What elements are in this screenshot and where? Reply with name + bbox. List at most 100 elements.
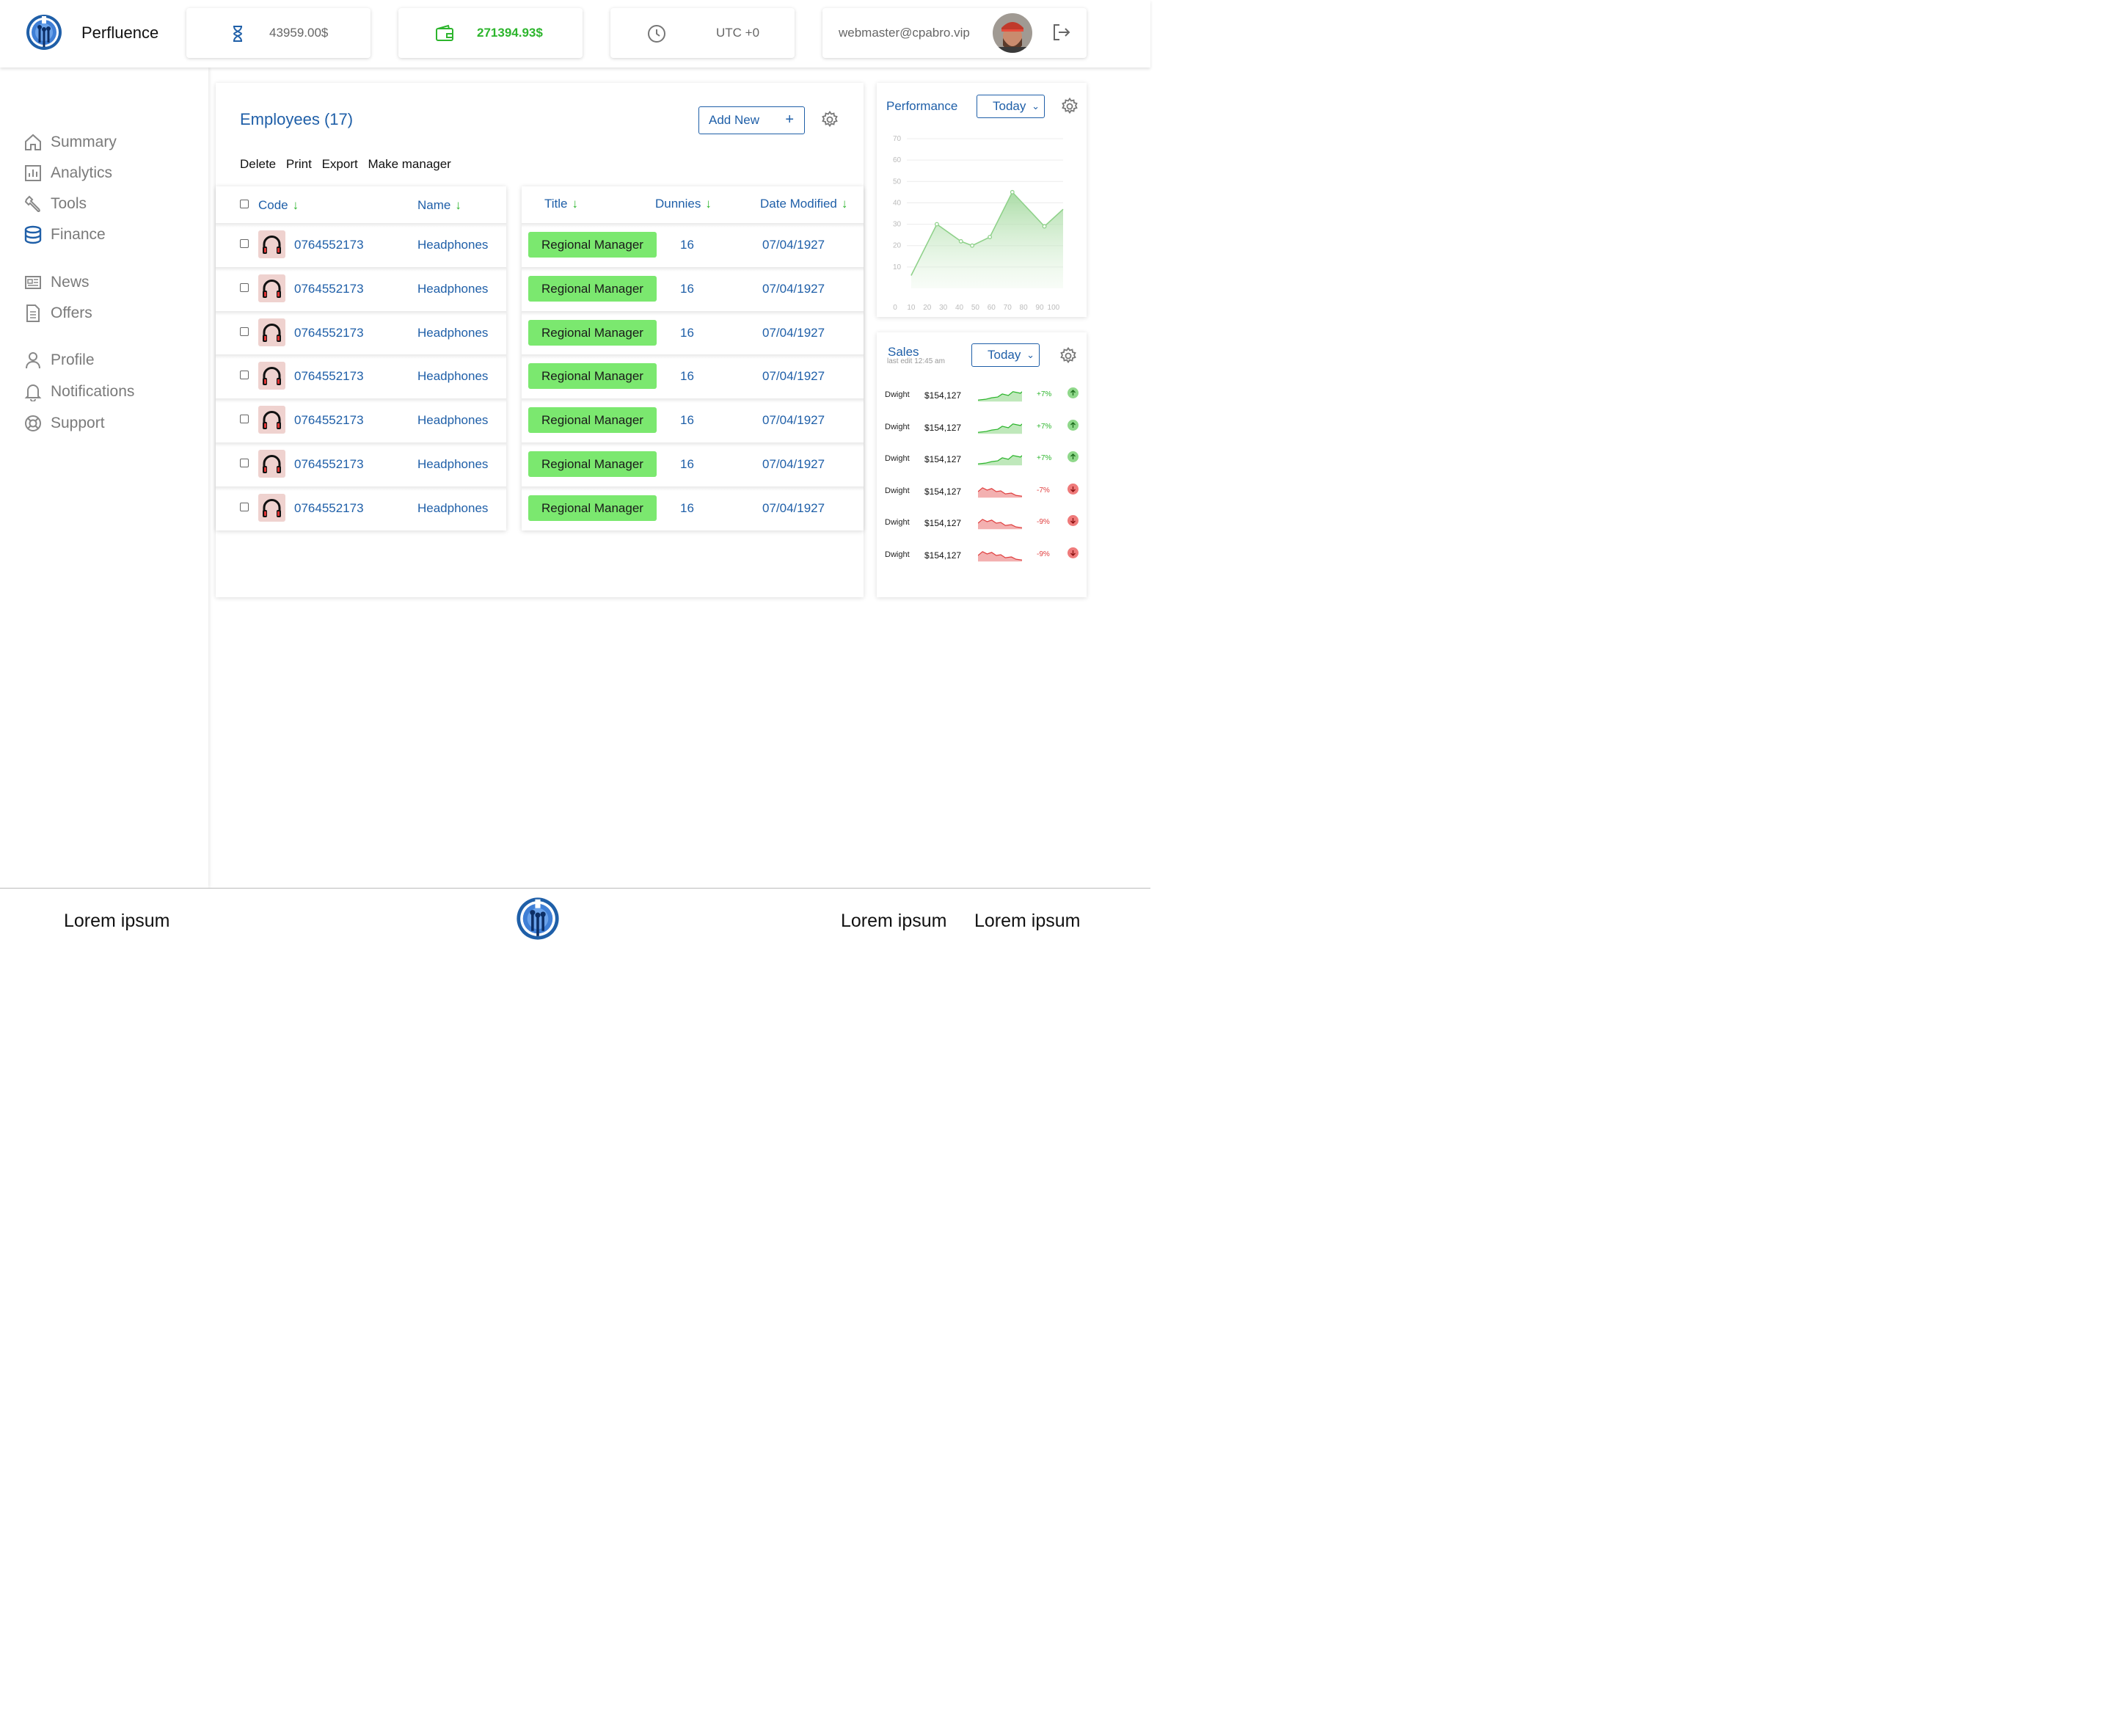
code-cell[interactable]: 0764552173 (294, 369, 364, 384)
logout-icon[interactable] (1051, 23, 1070, 42)
name-cell[interactable]: Headphones (417, 457, 489, 471)
sidebar-item-news[interactable]: News (23, 271, 90, 293)
footer-link[interactable]: Lorem ipsum (64, 911, 170, 931)
row-divider (522, 486, 864, 491)
pending-balance-value: 43959.00$ (269, 26, 329, 40)
code-cell[interactable]: 0764552173 (294, 325, 364, 340)
dunnies-cell: 16 (680, 369, 694, 384)
row-checkbox[interactable] (240, 415, 249, 424)
dunnies-cell: 16 (680, 325, 694, 340)
employees-title: Employees (17) (240, 110, 354, 128)
column-header-code[interactable]: Code ↓ (258, 198, 299, 213)
headphones-icon (258, 230, 285, 258)
brand-name: Perfluence (81, 23, 159, 42)
name-cell[interactable]: Headphones (417, 281, 489, 296)
date-cell: 07/04/1927 (762, 238, 825, 252)
y-tick-label: 40 (893, 199, 902, 207)
code-cell[interactable]: 0764552173 (294, 413, 364, 428)
data-point (1010, 189, 1015, 194)
y-tick-label: 70 (893, 135, 902, 143)
sidebar-item-summary[interactable]: Summary (23, 131, 117, 153)
perfluence-logo[interactable] (25, 13, 63, 51)
hourglass-icon (233, 26, 243, 42)
sidebar-item-notifications[interactable]: Notifications (23, 381, 134, 403)
sidebar-item-analytics[interactable]: Analytics (23, 162, 112, 184)
sales-change: -9% (1037, 518, 1050, 527)
column-header-name[interactable]: Name ↓ (417, 198, 461, 213)
row-checkbox[interactable] (240, 282, 249, 292)
code-cell[interactable]: 0764552173 (294, 500, 364, 515)
x-tick-label: 100 (1048, 304, 1060, 312)
row-checkbox[interactable] (240, 327, 249, 336)
print-action[interactable]: Print (285, 157, 312, 171)
series-line (910, 191, 1064, 276)
row-checkbox[interactable] (240, 371, 249, 380)
row-checkbox[interactable] (240, 459, 249, 467)
row-checkbox[interactable] (240, 239, 249, 248)
newspaper-icon (25, 276, 41, 289)
date-cell: 07/04/1927 (762, 281, 825, 296)
name-cell[interactable]: Headphones (417, 238, 489, 252)
sales-amount: $154,127 (924, 454, 962, 465)
column-header-date-modified[interactable]: Date Modified ↓ (760, 197, 847, 211)
code-cell[interactable]: 0764552173 (294, 238, 364, 252)
gear-icon[interactable] (821, 111, 839, 128)
sidebar: Summary Analytics Tools Finance News Off… (0, 68, 208, 888)
sales-change: -9% (1037, 550, 1050, 558)
gear-icon[interactable] (1059, 347, 1077, 365)
gear-icon[interactable] (1061, 98, 1079, 115)
sparkline (978, 551, 1022, 562)
date-cell: 07/04/1927 (762, 369, 825, 384)
column-header-title[interactable]: Title ↓ (544, 197, 578, 211)
sales-row: Dwight $154,127 -9% (885, 514, 1083, 531)
sparkline (978, 486, 1022, 498)
performance-period-select[interactable]: Today ⌄ (977, 95, 1045, 118)
x-tick-label: 80 (1020, 304, 1029, 312)
sales-period-value: Today (988, 348, 1021, 362)
footer-logo[interactable] (515, 896, 561, 941)
column-header-dunnies[interactable]: Dunnies ↓ (655, 197, 712, 211)
export-action[interactable]: Export (321, 157, 358, 171)
sidebar-item-offers[interactable]: Offers (23, 302, 92, 324)
title-badge: Regional Manager (528, 363, 657, 390)
wallet-balance-card: 271394.93$ (398, 8, 583, 58)
user-email: webmaster@cpabro.vip (839, 26, 970, 40)
code-cell[interactable]: 0764552173 (294, 457, 364, 471)
sidebar-item-finance[interactable]: Finance (23, 224, 106, 246)
sidebar-item-label: Notifications (51, 383, 135, 400)
footer-link[interactable]: Lorem ipsum (974, 911, 1081, 931)
row-divider (216, 223, 506, 227)
row-divider (522, 442, 864, 447)
y-tick-label: 20 (893, 242, 902, 250)
make-manager-action[interactable]: Make manager (368, 157, 451, 171)
sidebar-item-tools[interactable]: Tools (23, 193, 87, 215)
headphones-icon (258, 318, 285, 346)
name-cell[interactable]: Headphones (417, 325, 489, 340)
sales-period-select[interactable]: Today ⌄ (971, 343, 1040, 367)
bell-icon (24, 384, 42, 401)
headphones-icon (258, 450, 285, 478)
chevron-down-icon: ⌄ (1026, 349, 1034, 360)
delete-action[interactable]: Delete (240, 157, 277, 171)
sidebar-item-support[interactable]: Support (23, 412, 105, 434)
name-cell[interactable]: Headphones (417, 413, 489, 428)
title-badge: Regional Manager (528, 232, 657, 258)
sidebar-item-label: Analytics (51, 164, 113, 181)
row-divider (216, 354, 506, 360)
name-cell[interactable]: Headphones (417, 369, 489, 384)
add-new-button[interactable]: Add New + (698, 106, 805, 134)
sales-change: +7% (1037, 454, 1052, 463)
timezone-value: UTC +0 (716, 26, 760, 40)
sales-last-edit: last edit 12:45 am (887, 357, 945, 365)
arrow-down-icon (1068, 483, 1079, 495)
footer-link[interactable]: Lorem ipsum (841, 911, 947, 931)
avatar[interactable] (993, 13, 1032, 53)
sidebar-item-profile[interactable]: Profile (23, 349, 95, 371)
code-cell[interactable]: 0764552173 (294, 281, 364, 296)
sort-arrow-icon: ↓ (292, 198, 299, 212)
sparkline (978, 423, 1022, 434)
row-checkbox[interactable] (240, 502, 249, 511)
name-cell[interactable]: Headphones (417, 500, 489, 515)
sales-row: Dwight $154,127 +7% (885, 418, 1083, 436)
select-all-checkbox[interactable] (240, 200, 249, 208)
